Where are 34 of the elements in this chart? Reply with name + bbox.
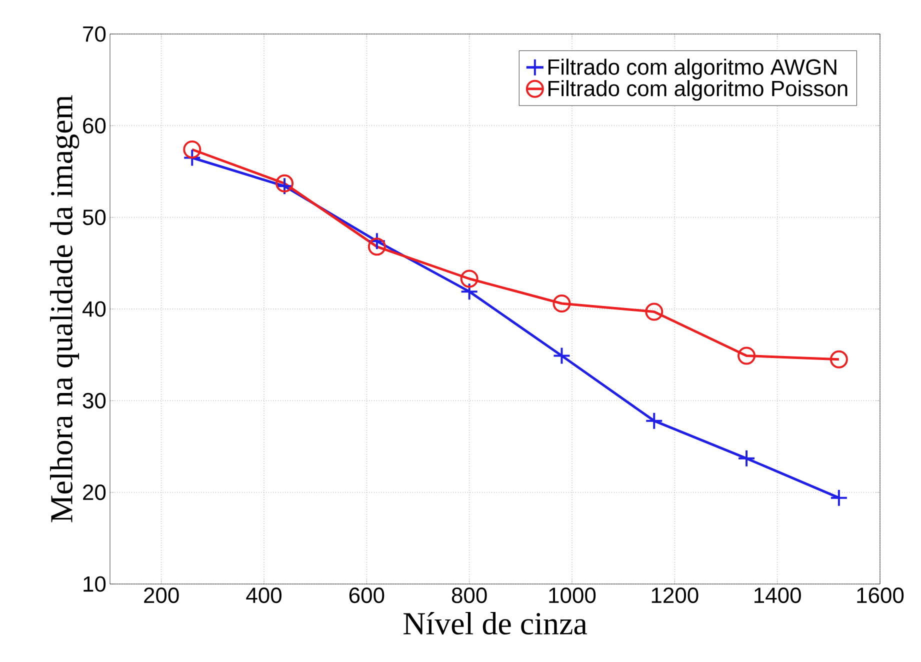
- point: [460, 270, 478, 288]
- y-tick-label: 20: [83, 484, 106, 500]
- point: [830, 488, 848, 507]
- y-axis-title: Melhora na qualidade da imagem: [50, 95, 80, 522]
- point: [738, 346, 756, 365]
- y-tick-label: 60: [83, 118, 106, 134]
- point: [183, 140, 202, 158]
- point: [368, 238, 386, 256]
- y-tick-label: 30: [82, 392, 106, 408]
- y-tick-label: 40: [82, 301, 106, 317]
- x-tick-label: 600: [349, 588, 384, 604]
- point: [645, 412, 664, 430]
- x-tick-label: 1200: [652, 588, 698, 604]
- point: [738, 449, 756, 468]
- point: [368, 232, 386, 250]
- legend-label: Filtrado com algoritmo AWGN: [548, 58, 836, 80]
- x-tick-label: 1000: [549, 588, 596, 604]
- point: [460, 282, 478, 301]
- x-tick-label: 800: [452, 588, 487, 604]
- point: [830, 350, 848, 368]
- x-tick-label: 1600: [857, 588, 904, 604]
- point: [183, 148, 202, 167]
- x-axis-title: Nível de cinza: [404, 612, 587, 635]
- x-tick-label: 1400: [754, 588, 801, 604]
- y-tick-label: 10: [84, 576, 106, 592]
- point: [645, 302, 664, 321]
- point: [552, 346, 571, 365]
- point: [552, 294, 571, 312]
- y-tick-label: 70: [83, 26, 106, 42]
- x-tick-label: 400: [246, 588, 282, 604]
- y-tick-label: 50: [82, 210, 106, 226]
- legend-label: Filtrado com algoritmo Poisson: [548, 80, 848, 101]
- point: [276, 174, 294, 192]
- x-tick-label: 200: [144, 588, 179, 604]
